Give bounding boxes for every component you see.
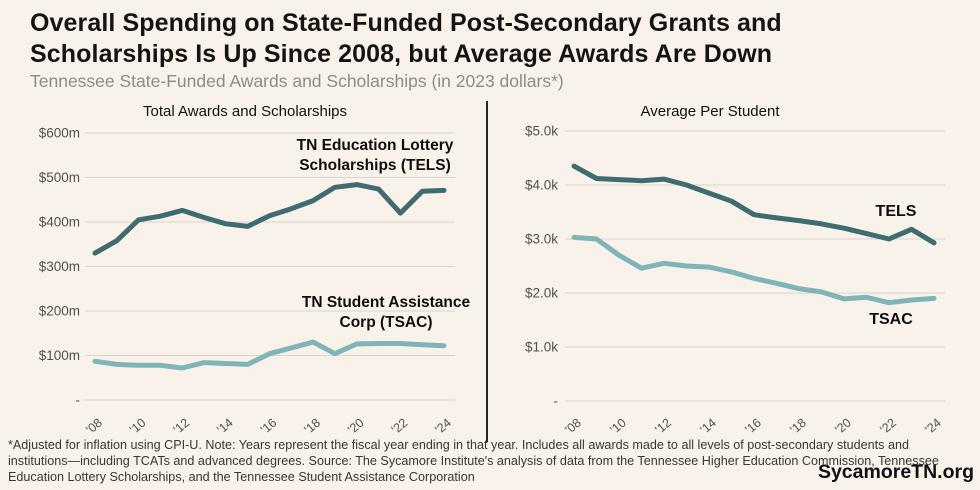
right-y-tick-label: -: [554, 394, 559, 409]
left-y-tick-label: $400m: [39, 215, 80, 230]
left-chart-title: Total Awards and Scholarships: [142, 103, 348, 120]
tsac-annotation-right: TSAC: [869, 311, 913, 328]
right-x-tick-label: '18: [787, 416, 809, 437]
left-x-tick-label: '08: [83, 416, 105, 437]
left-y-tick-label: $600m: [39, 126, 80, 141]
right-y-tick-label: $4.0k: [525, 178, 558, 193]
right-y-tick-label: $3.0k: [525, 232, 558, 247]
left-x-tick-label: '20: [345, 416, 367, 437]
right-y-tick-label: $5.0k: [525, 124, 558, 139]
left-y-tick-label: $200m: [39, 304, 80, 319]
tsac-line-left: [92, 339, 447, 371]
right-x-tick-label: '12: [652, 416, 674, 437]
left-y-tick-label: $500m: [39, 170, 80, 185]
tels-line-right: [571, 163, 937, 246]
tsac-line-right: [571, 234, 937, 306]
right-x-tick-label: '16: [742, 416, 764, 437]
left-y-tick-label: -: [76, 393, 81, 408]
right-y-tick-label: $2.0k: [525, 286, 558, 301]
left-x-tick-label: '12: [171, 416, 193, 437]
right-x-tick-label: '24: [922, 416, 944, 437]
tels-line-left: [92, 182, 447, 256]
left-y-tick-label: $300m: [39, 259, 80, 274]
right-x-tick-label: '10: [607, 416, 629, 437]
tels-annotation-right: TELS: [875, 203, 917, 220]
brand-logo-text: SycamoreTN.org: [817, 461, 974, 483]
right-x-tick-label: '22: [877, 416, 899, 437]
tsac-annotation-left: TN Student Assistance Corp (TSAC): [301, 294, 471, 331]
right-x-tick-label: '14: [697, 416, 719, 437]
tels-annotation-left: TN Education Lottery Scholarships (TELS): [296, 137, 454, 174]
left-x-tick-label: '22: [389, 416, 411, 437]
panel-divider: [486, 101, 488, 442]
right-y-tick-label: $1.0k: [525, 340, 558, 355]
left-y-tick-label: $100m: [39, 348, 80, 363]
right-x-tick-label: '20: [832, 416, 854, 437]
left-x-tick-label: '24: [432, 416, 454, 437]
left-x-tick-label: '14: [214, 416, 236, 437]
left-x-tick-label: '10: [127, 416, 149, 437]
source-footnote: *Adjusted for inflation using CPI-U. Not…: [8, 438, 939, 484]
left-x-tick-label: '18: [302, 416, 324, 437]
page-title: Overall Spending on State-Funded Post-Se…: [30, 9, 782, 68]
right-x-tick-label: '08: [562, 416, 584, 437]
left-x-tick-label: '16: [258, 416, 280, 437]
page-subtitle: Tennessee State-Funded Awards and Schola…: [30, 71, 564, 91]
right-chart-title: Average Per Student: [640, 103, 780, 120]
